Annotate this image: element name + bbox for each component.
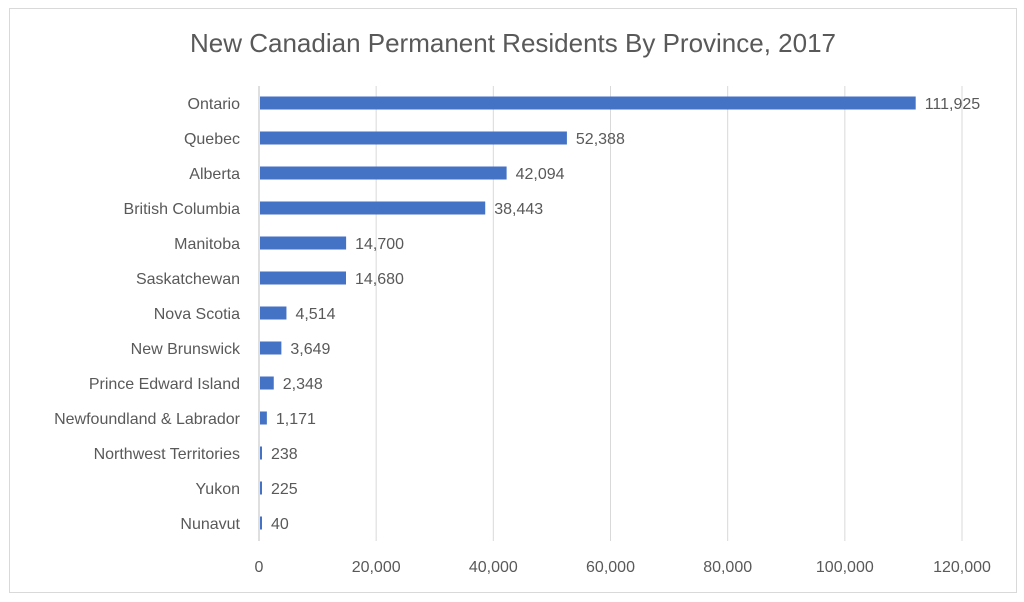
bar	[260, 131, 567, 145]
chart-title: New Canadian Permanent Residents By Prov…	[190, 28, 836, 58]
bar	[260, 341, 282, 355]
category-label: Nova Scotia	[154, 306, 240, 323]
data-label: 38,443	[494, 201, 543, 218]
data-label: 238	[271, 446, 298, 463]
bar	[260, 306, 287, 320]
category-labels: Ontario Quebec Alberta British Columbia Mani…	[54, 96, 241, 533]
x-tick-labels: 0 20,000 40,000 60,000 80,000 100,000 120,000	[255, 559, 991, 576]
category-label: Newfoundland & Labrador	[54, 411, 241, 428]
bar	[260, 236, 347, 250]
gridlines	[258, 86, 963, 541]
data-label: 52,388	[576, 131, 625, 148]
bar	[260, 516, 262, 530]
category-label: Saskatchewan	[136, 271, 240, 288]
category-label: British Columbia	[124, 201, 241, 218]
bar	[260, 411, 267, 425]
category-label: Prince Edward Island	[89, 376, 240, 393]
category-label: Quebec	[184, 131, 240, 148]
x-tick-label: 40,000	[469, 559, 518, 576]
bar	[260, 201, 486, 215]
category-label: Manitoba	[174, 236, 240, 253]
category-label: Alberta	[189, 166, 240, 183]
data-label: 14,700	[355, 236, 404, 253]
data-label: 1,171	[276, 411, 316, 428]
x-tick-label: 80,000	[703, 559, 752, 576]
data-label: 3,649	[290, 341, 330, 358]
bar	[260, 96, 916, 110]
data-label: 225	[271, 481, 298, 498]
bar	[260, 481, 262, 495]
category-label: New Brunswick	[131, 341, 241, 358]
bars	[260, 96, 916, 530]
category-label: Northwest Territories	[94, 446, 240, 463]
data-label: 4,514	[295, 306, 335, 323]
x-tick-label: 20,000	[352, 559, 401, 576]
bar	[260, 446, 262, 460]
x-tick-label: 100,000	[816, 559, 874, 576]
category-label: Ontario	[188, 96, 241, 113]
data-label: 111,925	[925, 96, 981, 113]
data-label: 40	[271, 516, 289, 533]
data-label: 42,094	[516, 166, 565, 183]
bar	[260, 166, 507, 180]
data-label: 14,680	[355, 271, 404, 288]
category-label: Yukon	[196, 481, 240, 498]
category-label: Nunavut	[180, 516, 240, 533]
x-tick-label: 120,000	[933, 559, 991, 576]
data-label: 2,348	[283, 376, 323, 393]
bar	[260, 271, 347, 285]
chart-frame	[9, 8, 1017, 593]
x-tick-label: 0	[255, 559, 264, 576]
x-tick-label: 60,000	[586, 559, 635, 576]
bar	[260, 376, 274, 390]
data-labels: 111,925 52,388 42,094 38,443 14,700 14,680 4,5…	[271, 96, 980, 533]
